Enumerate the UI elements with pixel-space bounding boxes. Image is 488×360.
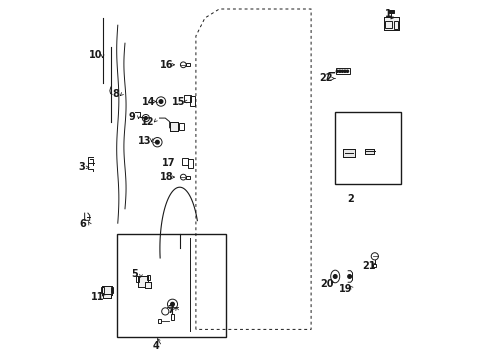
Bar — [384, 17, 398, 30]
Text: 2: 2 — [346, 194, 353, 204]
Text: 12: 12 — [141, 117, 155, 127]
Text: 22: 22 — [319, 73, 332, 84]
Circle shape — [338, 70, 340, 72]
Bar — [186, 176, 190, 179]
Text: 18: 18 — [160, 172, 174, 182]
Text: 7: 7 — [167, 305, 174, 315]
Circle shape — [343, 70, 346, 72]
Bar — [182, 158, 188, 165]
Text: 9: 9 — [128, 112, 135, 122]
Bar — [373, 264, 375, 267]
Circle shape — [144, 117, 147, 120]
Bar — [147, 275, 150, 280]
Bar — [393, 21, 397, 29]
Text: 14: 14 — [142, 96, 155, 107]
Bar — [102, 287, 112, 295]
Circle shape — [341, 70, 343, 72]
Text: 20: 20 — [319, 279, 333, 289]
Bar — [384, 17, 398, 30]
Bar — [189, 96, 194, 106]
Bar — [117, 234, 226, 337]
Circle shape — [346, 70, 348, 72]
Bar — [137, 276, 148, 287]
Bar — [103, 294, 110, 298]
Bar — [335, 68, 349, 74]
Text: 1: 1 — [385, 9, 391, 19]
Text: 11: 11 — [91, 292, 104, 302]
Bar — [101, 287, 103, 293]
Circle shape — [170, 302, 174, 306]
Text: 6: 6 — [80, 219, 86, 229]
Circle shape — [347, 275, 351, 278]
Bar — [342, 149, 354, 157]
Circle shape — [159, 100, 163, 103]
Bar — [145, 282, 151, 288]
Bar — [365, 149, 373, 154]
Bar — [334, 112, 400, 184]
Text: 5: 5 — [131, 269, 138, 279]
Text: 15: 15 — [171, 96, 184, 107]
Text: 17: 17 — [162, 158, 175, 168]
Bar — [158, 319, 161, 323]
Bar — [385, 21, 391, 28]
Bar — [137, 276, 148, 287]
Bar — [136, 276, 139, 282]
Bar — [102, 287, 112, 295]
Text: 21: 21 — [361, 261, 375, 271]
Bar — [110, 287, 113, 293]
Bar — [170, 122, 178, 131]
Text: 3: 3 — [78, 162, 85, 172]
Text: 8: 8 — [112, 89, 119, 99]
Text: 16: 16 — [160, 60, 174, 70]
Bar — [170, 122, 178, 131]
Circle shape — [155, 140, 159, 144]
Text: 4: 4 — [152, 341, 159, 351]
Bar — [171, 314, 174, 320]
Bar — [188, 159, 192, 168]
Bar — [145, 282, 151, 288]
Bar — [365, 149, 373, 154]
Bar — [186, 63, 190, 66]
Bar — [179, 123, 184, 130]
Text: 13: 13 — [138, 136, 152, 147]
Bar — [103, 294, 110, 298]
Text: 19: 19 — [339, 284, 352, 294]
Circle shape — [333, 275, 336, 278]
Bar — [184, 95, 190, 102]
Bar — [342, 149, 354, 157]
Bar — [388, 10, 393, 13]
Text: 10: 10 — [89, 50, 102, 60]
Circle shape — [336, 70, 338, 72]
